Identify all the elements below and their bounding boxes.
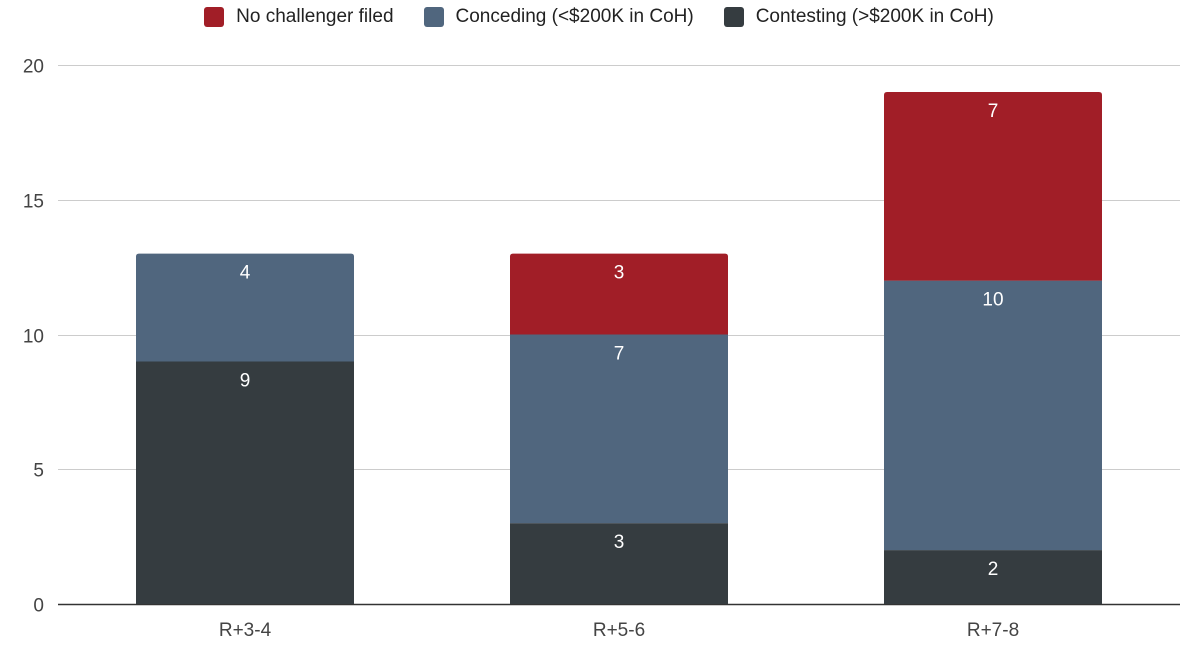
legend-item-no-challenger: No challenger filed: [204, 6, 394, 28]
y-tick-label: 10: [23, 327, 44, 348]
bar-segment-conceding-200k-in-coh: [510, 334, 728, 524]
bar-segment-conceding-200k-in-coh: [884, 280, 1102, 551]
bar-segment-contesting-200k-in-coh: [884, 550, 1102, 604]
legend-swatch-conceding: [423, 7, 444, 27]
legend-label-contesting: Contesting (>$200K in CoH): [755, 6, 994, 27]
legend-label-conceding: Conceding (<$200K in CoH): [455, 6, 694, 27]
y-tick-label: 0: [33, 596, 44, 617]
x-tick-label: R+7-8: [967, 620, 1019, 641]
data-label: 7: [988, 101, 999, 122]
data-label: 2: [988, 559, 999, 580]
x-tick-label: R+5-6: [593, 620, 645, 641]
data-label: 3: [614, 532, 625, 553]
bar-segment-no-challenger-filed: [884, 91, 1102, 281]
legend-label-no-challenger: No challenger filed: [236, 6, 394, 27]
data-label: 4: [240, 263, 251, 284]
data-label: 7: [614, 344, 625, 365]
legend-item-contesting: Contesting (>$200K in CoH): [723, 6, 994, 28]
legend-swatch-no-challenger: [204, 7, 225, 27]
bar-segment-contesting-200k-in-coh: [510, 523, 728, 604]
y-tick-label: 15: [23, 192, 44, 213]
data-label: 9: [240, 370, 251, 391]
chart-legend: No challenger filed Conceding (<$200K in…: [0, 0, 1198, 36]
bar-segment-contesting-200k-in-coh: [136, 361, 354, 604]
y-tick-label: 20: [23, 57, 44, 78]
x-tick-label: R+3-4: [219, 620, 272, 641]
y-tick-label: 5: [33, 461, 44, 482]
legend-swatch-contesting: [723, 7, 744, 27]
bar-segment-conceding-200k-in-coh: [136, 253, 354, 362]
legend-item-conceding: Conceding (<$200K in CoH): [423, 6, 694, 28]
data-label: 10: [982, 290, 1003, 311]
bar-segment-no-challenger-filed: [510, 253, 728, 335]
data-label: 3: [614, 263, 625, 284]
